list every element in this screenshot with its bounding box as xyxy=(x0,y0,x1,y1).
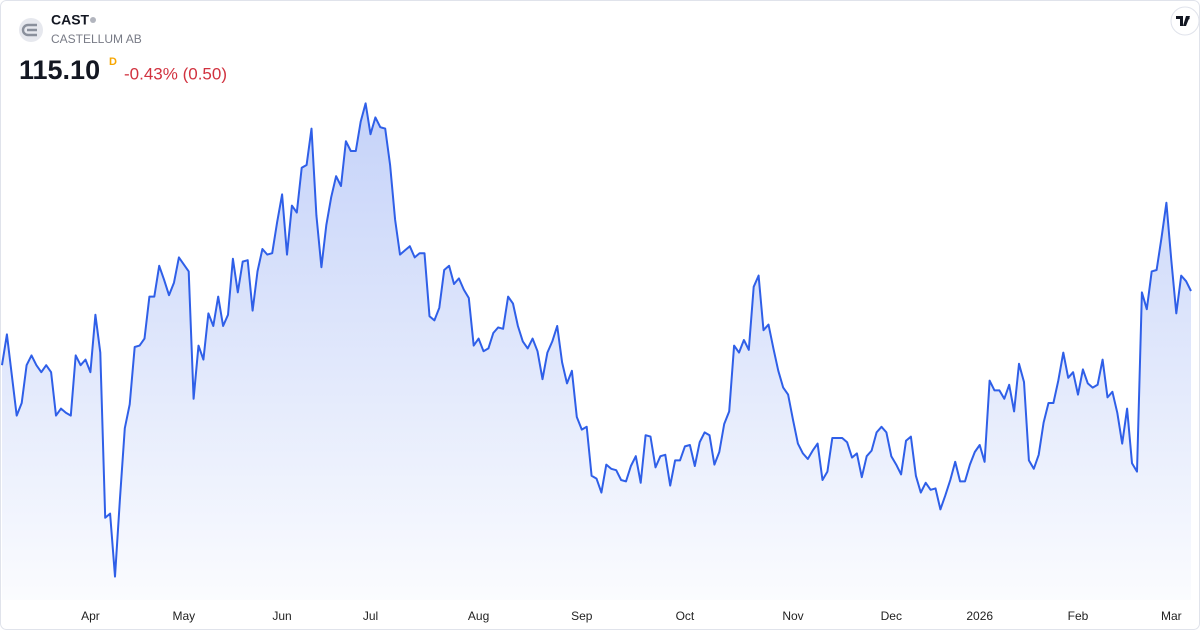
x-tick-label: Sep xyxy=(571,609,593,623)
x-tick-label: Nov xyxy=(782,609,803,623)
x-tick-label: Jun xyxy=(272,609,291,623)
price-line xyxy=(1,102,1192,578)
x-tick-label: Mar xyxy=(1161,609,1182,623)
price-change: -0.43% (0.50) xyxy=(124,64,227,83)
company-name: CASTELLUM AB xyxy=(51,32,142,46)
x-tick-label: 2026 xyxy=(966,609,993,623)
symbol-logo xyxy=(19,18,43,42)
x-tick-label: Apr xyxy=(81,609,100,623)
x-tick-label: Dec xyxy=(881,609,902,623)
status-dot xyxy=(90,17,96,23)
ticker: CAST xyxy=(51,12,90,28)
x-tick-label: Oct xyxy=(676,609,695,623)
interval: D xyxy=(109,56,117,68)
tradingview-logo[interactable] xyxy=(1170,6,1200,36)
plot-area: Apr May Jun Jul Aug Sep Oct Nov Dec 2026 Feb Mar xyxy=(1,102,1192,623)
x-tick-label: Jul xyxy=(363,609,378,623)
x-tick-label: Aug xyxy=(468,609,489,623)
area-fill xyxy=(2,103,1191,601)
x-tick-label: May xyxy=(172,609,195,623)
x-tick-label: Feb xyxy=(1068,609,1089,623)
last-price: 115.10 xyxy=(19,55,100,85)
